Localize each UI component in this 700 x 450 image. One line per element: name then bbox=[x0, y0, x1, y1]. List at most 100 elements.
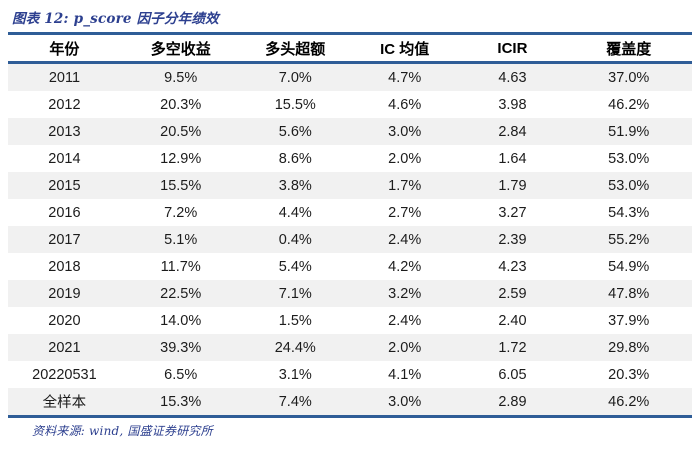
value-cell: 1.7% bbox=[388, 177, 422, 194]
value-cell: 8.6% bbox=[278, 150, 312, 167]
value-cell: 4.4% bbox=[278, 204, 312, 221]
column-header-year: 年份 bbox=[8, 33, 121, 64]
table-row-20220531: 20220531 6.5% 3.1% 4.1% 6.05 20.3% bbox=[8, 361, 692, 388]
performance-table: 年份 多空收益 多头超额 IC 均值 ICIR 覆盖度 2011 9.5% 7.0%… bbox=[8, 32, 692, 418]
table-row-2012: 2012 20.3% 15.5% 4.6% 3.98 46.2% bbox=[8, 91, 692, 118]
value-cell: 14.0% bbox=[160, 312, 202, 329]
value-cell: 5.6% bbox=[278, 123, 312, 140]
column-header-longshort: 多空收益 bbox=[120, 33, 241, 64]
table-row-2017: 2017 5.1% 0.4% 2.4% 2.39 55.2% bbox=[8, 226, 692, 253]
value-cell: 15.5% bbox=[274, 96, 316, 113]
value-cell: 0.4% bbox=[278, 231, 312, 248]
value-cell: 46.2% bbox=[608, 96, 650, 113]
value-cell: 2.59 bbox=[498, 285, 527, 302]
value-cell: 54.3% bbox=[608, 204, 650, 221]
value-cell: 20.3% bbox=[160, 96, 202, 113]
value-cell: 2.39 bbox=[498, 231, 527, 248]
value-cell: 3.1% bbox=[278, 366, 312, 383]
value-cell: 2.4% bbox=[388, 231, 422, 248]
value-cell: 47.8% bbox=[608, 285, 650, 302]
table-row-2013: 2013 20.5% 5.6% 3.0% 2.84 51.9% bbox=[8, 118, 692, 145]
value-cell: 2.0% bbox=[388, 339, 422, 356]
value-cell: 3.27 bbox=[498, 204, 527, 221]
table-row-2019: 2019 22.5% 7.1% 3.2% 2.59 47.8% bbox=[8, 280, 692, 307]
column-header-longexcess: 多头超额 bbox=[240, 33, 350, 64]
year-cell: 2017 bbox=[48, 231, 81, 248]
year-cell: 2011 bbox=[48, 69, 81, 86]
figure-caption: 图表 12: p_score 因子分年绩效 bbox=[12, 11, 219, 27]
column-header-coverage: 覆盖度 bbox=[565, 33, 692, 64]
value-cell: 39.3% bbox=[160, 339, 202, 356]
value-cell: 4.6% bbox=[388, 96, 422, 113]
source-note: 资料来源: wind, 国盛证券研究所 bbox=[32, 424, 213, 438]
value-cell: 4.2% bbox=[388, 258, 422, 275]
value-cell: 6.5% bbox=[164, 366, 198, 383]
figure-container: 图表 12: p_score 因子分年绩效 年份 多空收益 多头超额 IC 均值… bbox=[8, 11, 692, 438]
value-cell: 1.64 bbox=[498, 150, 527, 167]
value-cell: 22.5% bbox=[160, 285, 202, 302]
value-cell: 53.0% bbox=[608, 177, 650, 194]
value-cell: 2.40 bbox=[498, 312, 527, 329]
value-cell: 37.0% bbox=[608, 69, 650, 86]
value-cell: 9.5% bbox=[164, 69, 198, 86]
value-cell: 1.5% bbox=[278, 312, 312, 329]
year-cell: 2014 bbox=[48, 150, 81, 167]
table-row-2015: 2015 15.5% 3.8% 1.7% 1.79 53.0% bbox=[8, 172, 692, 199]
value-cell: 7.4% bbox=[278, 393, 312, 410]
year-cell: 2018 bbox=[48, 258, 81, 275]
table-header: 年份 多空收益 多头超额 IC 均值 ICIR 覆盖度 bbox=[8, 33, 692, 64]
value-cell: 37.9% bbox=[608, 312, 650, 329]
column-header-icmean: IC 均值 bbox=[349, 33, 460, 64]
year-cell: 2020 bbox=[48, 312, 81, 329]
table-row-全样本: 全样本 15.3% 7.4% 3.0% 2.89 46.2% bbox=[8, 388, 692, 417]
value-cell: 15.3% bbox=[160, 393, 202, 410]
value-cell: 3.0% bbox=[388, 123, 422, 140]
table-row-2020: 2020 14.0% 1.5% 2.4% 2.40 37.9% bbox=[8, 307, 692, 334]
table-row-2016: 2016 7.2% 4.4% 2.7% 3.27 54.3% bbox=[8, 199, 692, 226]
value-cell: 1.72 bbox=[498, 339, 527, 356]
value-cell: 2.7% bbox=[388, 204, 422, 221]
value-cell: 55.2% bbox=[608, 231, 650, 248]
year-cell: 全样本 bbox=[42, 395, 87, 411]
value-cell: 54.9% bbox=[608, 258, 650, 275]
value-cell: 11.7% bbox=[160, 258, 201, 275]
value-cell: 53.0% bbox=[608, 150, 650, 167]
value-cell: 4.1% bbox=[388, 366, 422, 383]
table-row-2014: 2014 12.9% 8.6% 2.0% 1.64 53.0% bbox=[8, 145, 692, 172]
value-cell: 2.84 bbox=[498, 123, 527, 140]
value-cell: 29.8% bbox=[608, 339, 650, 356]
year-cell: 2015 bbox=[48, 177, 81, 194]
column-header-icir: ICIR bbox=[459, 33, 566, 64]
year-cell: 2013 bbox=[48, 123, 81, 140]
table-body: 2011 9.5% 7.0% 4.7% 4.63 37.0% 2012 20.3% 15.5% 4… bbox=[8, 62, 692, 417]
table-row-2011: 2011 9.5% 7.0% 4.7% 4.63 37.0% bbox=[8, 62, 692, 91]
value-cell: 2.89 bbox=[498, 393, 527, 410]
value-cell: 20.5% bbox=[160, 123, 202, 140]
value-cell: 46.2% bbox=[608, 393, 650, 410]
year-cell: 20220531 bbox=[32, 366, 97, 383]
value-cell: 1.79 bbox=[498, 177, 527, 194]
value-cell: 4.7% bbox=[388, 69, 422, 86]
value-cell: 24.4% bbox=[274, 339, 316, 356]
year-cell: 2012 bbox=[48, 96, 81, 113]
value-cell: 4.23 bbox=[498, 258, 527, 275]
value-cell: 12.9% bbox=[160, 150, 202, 167]
year-cell: 2021 bbox=[48, 339, 81, 356]
year-cell: 2019 bbox=[48, 285, 81, 302]
table-header-row: 年份 多空收益 多头超额 IC 均值 ICIR 覆盖度 bbox=[8, 33, 692, 64]
table-row-2021: 2021 39.3% 24.4% 2.0% 1.72 29.8% bbox=[8, 334, 692, 361]
value-cell: 2.4% bbox=[388, 312, 422, 329]
value-cell: 5.1% bbox=[164, 231, 198, 248]
value-cell: 7.0% bbox=[278, 69, 312, 86]
value-cell: 7.2% bbox=[164, 204, 198, 221]
value-cell: 20.3% bbox=[608, 366, 650, 383]
value-cell: 2.0% bbox=[388, 150, 422, 167]
value-cell: 51.9% bbox=[608, 123, 650, 140]
value-cell: 15.5% bbox=[160, 177, 202, 194]
value-cell: 6.05 bbox=[498, 366, 527, 383]
year-cell: 2016 bbox=[48, 204, 81, 221]
value-cell: 3.2% bbox=[388, 285, 422, 302]
value-cell: 7.1% bbox=[278, 285, 312, 302]
value-cell: 4.63 bbox=[498, 69, 527, 86]
value-cell: 3.8% bbox=[278, 177, 312, 194]
